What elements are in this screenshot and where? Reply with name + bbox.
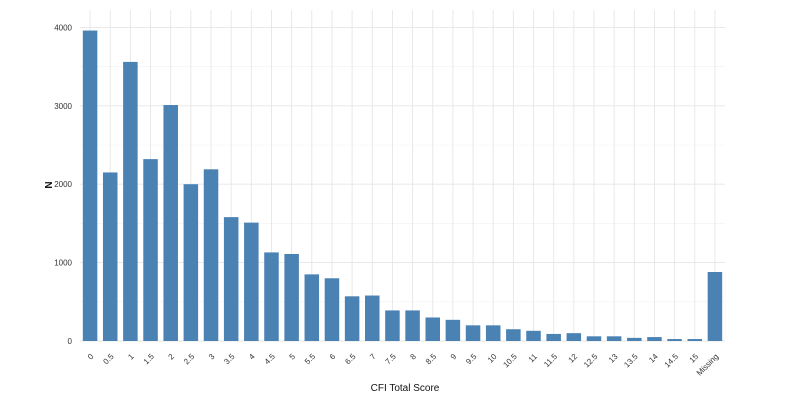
y-axis-title: N: [44, 181, 55, 188]
x-axis-title: CFI Total Score: [371, 383, 440, 394]
x-tick-label: 10: [486, 352, 499, 365]
x-tick-label: 11: [527, 352, 540, 365]
y-tick-label: 3000: [54, 102, 72, 111]
x-tick-label: 10.5: [501, 352, 519, 370]
x-tick-label: 14: [647, 352, 660, 365]
bar: [526, 330, 541, 341]
bar: [163, 105, 178, 342]
x-tick-label: 9: [449, 352, 459, 362]
bar: [223, 217, 239, 341]
x-tick-label: 3: [207, 352, 217, 362]
bar: [546, 333, 561, 341]
x-tick-label: 5.5: [303, 352, 318, 367]
bar: [485, 325, 501, 341]
bar: [123, 61, 138, 342]
x-tick-label: 3.5: [222, 352, 237, 367]
bar: [425, 317, 440, 341]
x-tick-label: 8: [408, 352, 418, 362]
x-tick-label: 15: [688, 352, 701, 365]
x-tick-label: 9.5: [464, 352, 479, 367]
bar: [365, 295, 380, 341]
bar: [667, 339, 682, 341]
bar: [344, 296, 360, 341]
bar: [82, 30, 98, 341]
x-tick-label: 13: [607, 352, 620, 365]
y-tick-label: 2000: [54, 180, 72, 189]
bar: [244, 222, 259, 341]
x-tick-label: 12.5: [582, 352, 600, 370]
bar: [445, 319, 461, 341]
bar: [324, 278, 340, 341]
bar: [465, 325, 481, 341]
bar: [566, 333, 582, 341]
bar: [203, 169, 219, 341]
x-tick-label: 6: [328, 352, 338, 362]
x-axis-ticks: 0 0.5 1 1.5 2 2.5 3 3.5 4 4.5 5 5.5 6 6.5 7 7.5 8 8.5 9 9.5…: [86, 352, 720, 378]
x-tick-label: 5: [288, 352, 298, 362]
x-tick-label: 12: [567, 352, 580, 365]
x-tick-label: 4: [247, 352, 257, 362]
y-tick-label: 0: [68, 337, 73, 346]
bar: [183, 184, 199, 341]
bar: [102, 172, 118, 341]
x-tick-label: 7: [368, 352, 378, 362]
bar: [405, 310, 420, 341]
bar: [385, 310, 400, 341]
y-tick-label: 1000: [54, 259, 72, 268]
bar: [707, 272, 723, 341]
bar: [284, 253, 299, 341]
bar: [627, 337, 642, 341]
x-tick-label: 0: [86, 352, 96, 362]
x-tick-label: 1: [126, 352, 136, 362]
x-tick-label: 6.5: [343, 352, 358, 367]
y-axis-ticks: 0 1000 2000 3000 4000: [54, 23, 72, 346]
bar: [143, 159, 158, 341]
y-tick-label: 4000: [54, 23, 72, 32]
x-tick-label: 2.5: [182, 352, 197, 367]
bar: [647, 337, 662, 341]
bar: [304, 274, 320, 341]
x-tick-label: 13.5: [622, 352, 640, 370]
x-tick-label: 0.5: [101, 352, 116, 367]
bar: [586, 336, 602, 341]
bar: [687, 339, 703, 341]
bar: [264, 252, 279, 341]
x-tick-label: 4.5: [263, 352, 278, 367]
bar: [606, 336, 622, 341]
x-tick-label: Missing: [695, 352, 721, 378]
bar: [506, 329, 521, 341]
x-tick-label: 2: [167, 352, 177, 362]
x-tick-label: 8.5: [424, 352, 439, 367]
x-tick-label: 1.5: [142, 352, 157, 367]
bars: [82, 30, 723, 342]
x-tick-label: 11.5: [542, 352, 559, 369]
x-tick-label: 7.5: [384, 352, 399, 367]
x-tick-label: 14.5: [663, 352, 681, 370]
